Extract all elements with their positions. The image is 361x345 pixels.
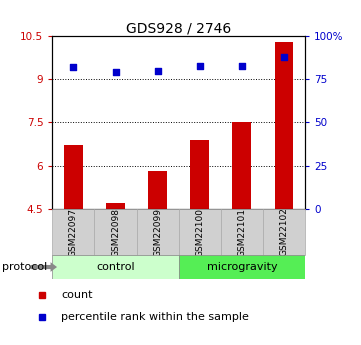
Text: count: count bbox=[61, 290, 92, 300]
Bar bbox=[274, 42, 293, 209]
Text: GSM22099: GSM22099 bbox=[153, 207, 162, 257]
Bar bbox=[64, 146, 83, 209]
Text: protocol: protocol bbox=[2, 262, 47, 272]
Bar bbox=[52, 209, 95, 255]
Text: GSM22102: GSM22102 bbox=[279, 208, 288, 256]
Bar bbox=[179, 255, 305, 279]
Text: GSM22098: GSM22098 bbox=[111, 207, 120, 257]
Text: percentile rank within the sample: percentile rank within the sample bbox=[61, 312, 249, 322]
Bar bbox=[136, 209, 179, 255]
Point bbox=[155, 68, 161, 73]
Text: microgravity: microgravity bbox=[206, 262, 277, 272]
Bar bbox=[263, 209, 305, 255]
Bar bbox=[179, 209, 221, 255]
Bar bbox=[95, 209, 136, 255]
Text: control: control bbox=[96, 262, 135, 272]
Bar bbox=[106, 203, 125, 209]
Text: GSM22100: GSM22100 bbox=[195, 207, 204, 257]
Bar bbox=[52, 255, 179, 279]
Text: GSM22097: GSM22097 bbox=[69, 207, 78, 257]
Point bbox=[113, 70, 118, 75]
Title: GDS928 / 2746: GDS928 / 2746 bbox=[126, 21, 231, 35]
Point bbox=[281, 54, 287, 60]
Point bbox=[197, 63, 203, 68]
Bar bbox=[221, 209, 263, 255]
Bar bbox=[190, 140, 209, 209]
Point bbox=[239, 63, 245, 68]
Text: GSM22101: GSM22101 bbox=[238, 207, 246, 257]
Point bbox=[70, 65, 76, 70]
Bar bbox=[148, 171, 167, 209]
Bar bbox=[232, 122, 251, 209]
